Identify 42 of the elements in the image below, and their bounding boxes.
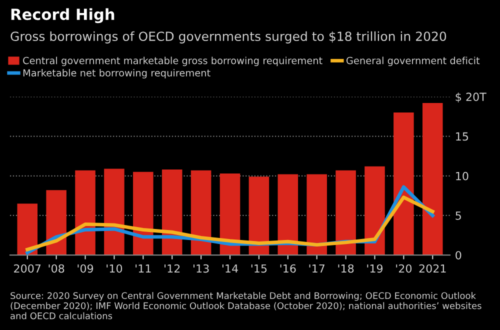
bar bbox=[394, 112, 414, 256]
x-tick-label: '12 bbox=[164, 264, 180, 273]
chart-title: Record High bbox=[11, 8, 114, 24]
bar bbox=[306, 174, 327, 256]
legend-label: Marketable net borrowing requirement bbox=[23, 69, 210, 78]
bar bbox=[336, 170, 356, 256]
x-tick-label: '13 bbox=[194, 264, 209, 273]
bar bbox=[220, 174, 240, 256]
bar bbox=[278, 174, 298, 256]
x-tick-label: 2021 bbox=[419, 264, 446, 273]
legend-label: Central government marketable gross borrowing requirement bbox=[23, 56, 322, 66]
y-tick-label: 5 bbox=[456, 212, 461, 220]
bar bbox=[190, 170, 212, 256]
legend-label: General government deficit bbox=[346, 56, 480, 66]
y-tick-label: 10 bbox=[456, 172, 468, 180]
bar bbox=[133, 172, 154, 256]
line-series bbox=[26, 196, 434, 252]
bar bbox=[46, 190, 66, 256]
bar bbox=[104, 168, 124, 256]
x-tick-label: '08 bbox=[48, 264, 64, 273]
x-tick-label: '10 bbox=[106, 264, 122, 273]
bar bbox=[248, 176, 270, 256]
x-tick-label: '19 bbox=[367, 264, 383, 273]
y-tick-label: 0 bbox=[456, 251, 462, 260]
bar bbox=[75, 170, 96, 256]
x-tick-label: '14 bbox=[222, 264, 238, 273]
x-tick-label: '17 bbox=[309, 264, 324, 273]
x-tick-label: '20 bbox=[396, 264, 412, 273]
x-tick-label: 2007 bbox=[14, 264, 41, 273]
x-tick-label: '18 bbox=[338, 264, 354, 273]
chart-subtitle: Gross borrowings of OECD governments surged to $18 trillion in 2020 bbox=[10, 31, 446, 44]
x-tick-label: '15 bbox=[251, 264, 267, 273]
x-tick-label: '09 bbox=[78, 264, 94, 273]
source-note: Source: 2020 Survey on Central Government Marketable Debt and Borrowing; OECD Economic Outlook (December 2020); IMF World Economic Outlook Database (October 2020); national authorities’ websites and OECD calculations bbox=[10, 292, 482, 320]
y-tick-label: 15 bbox=[456, 132, 468, 141]
bar bbox=[422, 103, 443, 256]
x-tick-label: '16 bbox=[280, 264, 296, 273]
bar bbox=[162, 170, 182, 256]
x-tick-label: '11 bbox=[136, 264, 151, 273]
bar bbox=[364, 166, 385, 256]
y-tick-label: $ 20T bbox=[456, 92, 486, 103]
bar bbox=[17, 204, 38, 256]
